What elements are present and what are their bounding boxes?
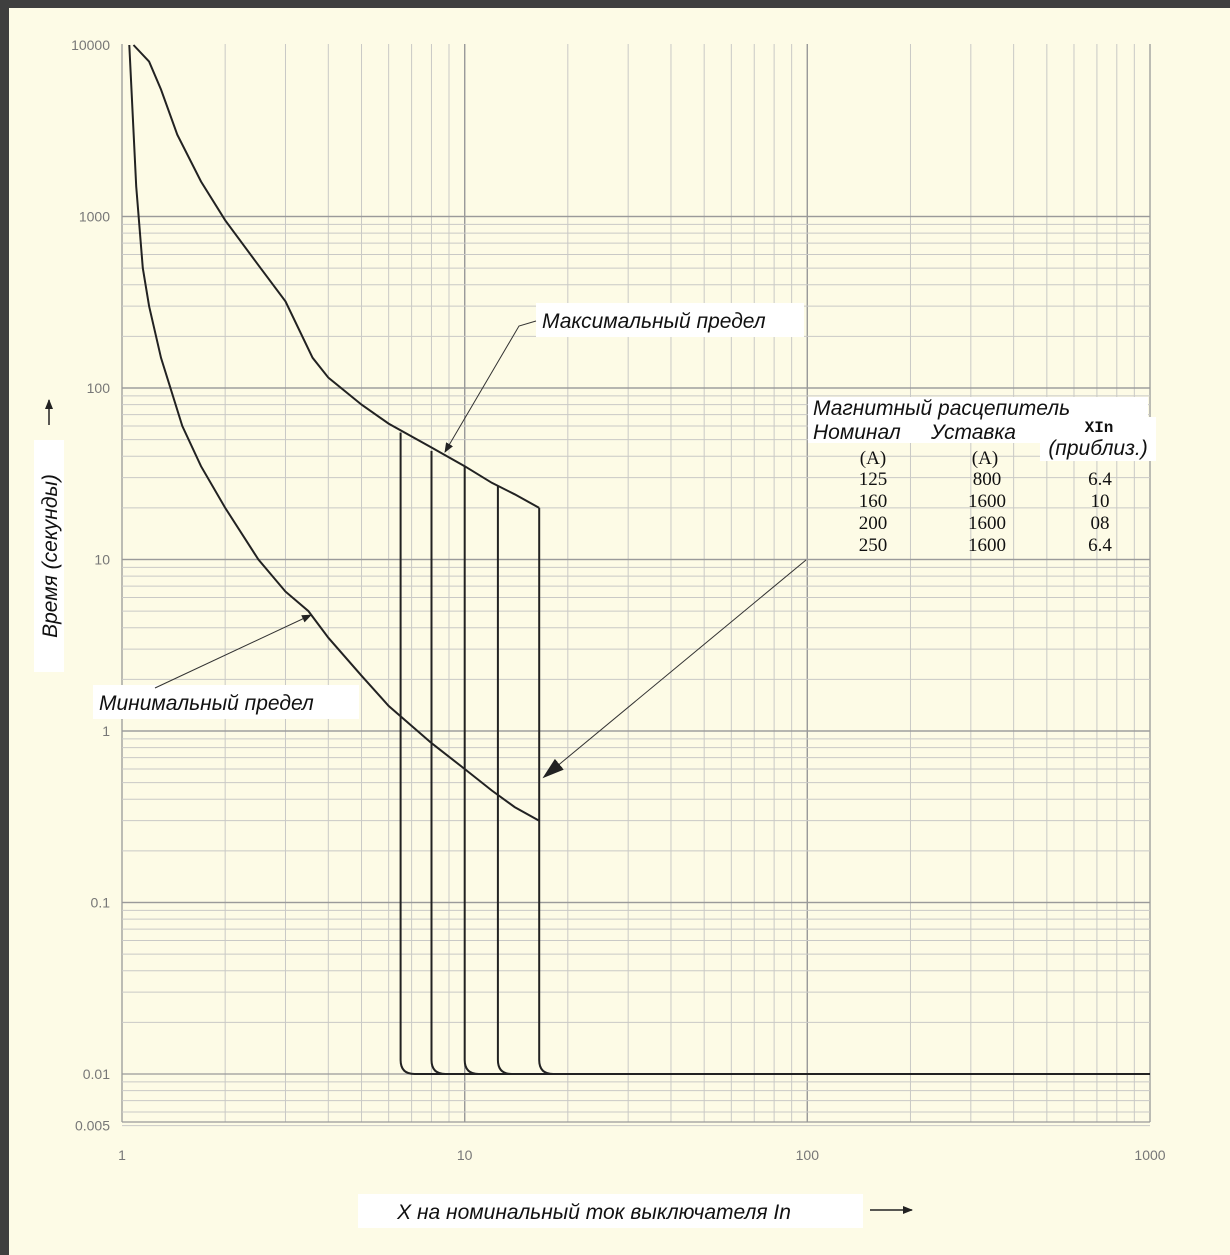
x-tick-label: 1 xyxy=(118,1147,126,1163)
table-header-rating: Номинал xyxy=(813,421,901,444)
table-unit-setting: (A) xyxy=(972,448,998,469)
table-cell: 6.4 xyxy=(1088,469,1112,490)
y-tick-label: 10 xyxy=(94,552,110,568)
table-cell: 250 xyxy=(859,535,888,556)
table-rows: 125 800 6.4 160 1600 10 200 1600 08 250 1600 6.4 xyxy=(859,469,1113,556)
y-axis-title: Время (секунды) xyxy=(34,399,64,672)
table-cell: 125 xyxy=(859,469,888,490)
y-tick-label: 0.1 xyxy=(91,895,111,911)
plot-area xyxy=(122,44,1150,1122)
x-tick-label: 1000 xyxy=(1134,1147,1165,1163)
table-header-setting: Уставка xyxy=(930,421,1016,444)
max-limit-annotation: Максимальный предел xyxy=(444,303,804,453)
magnetic-trip-pointer xyxy=(542,559,807,779)
y-tick-label: 10000 xyxy=(71,37,110,53)
y-tick-label: 1000 xyxy=(79,209,110,225)
table-cell: 1600 xyxy=(968,491,1006,512)
y-axis-label: Время (секунды) xyxy=(39,474,62,638)
table-cell: 6.4 xyxy=(1088,535,1112,556)
table-cell: 1600 xyxy=(968,513,1006,534)
x-axis-title: X на номинальный ток выключателя In xyxy=(358,1194,913,1228)
table-cell: 1600 xyxy=(968,535,1006,556)
x-axis-label: X на номинальный ток выключателя In xyxy=(396,1201,791,1224)
y-tick-label: 0.01 xyxy=(83,1066,110,1082)
x-tick-label: 100 xyxy=(796,1147,820,1163)
table-unit-rating: (A) xyxy=(860,448,886,469)
grid xyxy=(121,44,1151,1127)
table-header-xin: XIn xyxy=(1085,419,1114,437)
table-cell: 200 xyxy=(859,513,888,534)
table-unit-xin: (приблиз.) xyxy=(1048,437,1147,460)
max-limit-curve xyxy=(132,44,540,509)
y-tick-label: 100 xyxy=(87,380,111,396)
y-tick-label: 0.005 xyxy=(75,1118,110,1134)
min-limit-label: Минимальный предел xyxy=(99,692,314,715)
axes: 1 10 100 1000 10000 1000 100 10 1 0.1 0.01 0.005 xyxy=(71,37,1166,1163)
table-cell: 800 xyxy=(973,469,1002,490)
table-cell: 10 xyxy=(1091,491,1110,512)
y-tick-label: 1 xyxy=(102,723,110,739)
magnetic-release-table: Магнитный расцепитель Номинал Уставка XI… xyxy=(808,397,1156,556)
table-cell: 08 xyxy=(1091,513,1110,534)
max-limit-label: Максимальный предел xyxy=(542,310,766,333)
table-cell: 160 xyxy=(859,491,888,512)
curves xyxy=(128,44,1150,1075)
table-title: Магнитный расцепитель xyxy=(813,397,1070,420)
min-limit-pointer xyxy=(154,614,312,689)
x-tick-label: 10 xyxy=(457,1147,473,1163)
min-limit-annotation: Минимальный предел xyxy=(93,614,359,719)
max-limit-pointer xyxy=(444,320,537,453)
